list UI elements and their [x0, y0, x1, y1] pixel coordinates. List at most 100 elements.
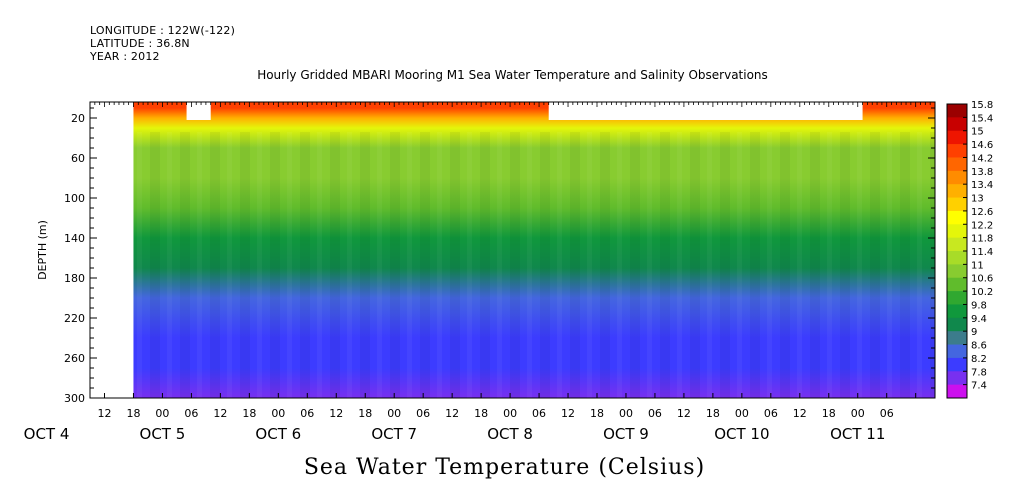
x-hour-label: 00	[271, 407, 285, 420]
x-hour-label: 06	[416, 407, 430, 420]
colorbar: 15.8 15.4 15 14.6 14.2 13.8 13.4 13 12.6 12.2 11.8…	[946, 100, 993, 399]
x-hour-label: 00	[503, 407, 517, 420]
data-gap	[90, 102, 134, 398]
latitude-label: LATITUDE : 36.8N	[90, 37, 190, 50]
x-hour-label: 06	[300, 407, 314, 420]
x-hour-label: 18	[126, 407, 140, 420]
x-hour-label: 18	[474, 407, 488, 420]
x-day-label: OCT 11	[830, 425, 885, 443]
colorbar-tick-label: 9	[971, 327, 977, 338]
x-hour-label: 18	[590, 407, 604, 420]
x-hour-label: 00	[387, 407, 401, 420]
x-hour-label: 00	[619, 407, 633, 420]
x-hour-label: 00	[735, 407, 749, 420]
x-hour-label: 06	[184, 407, 198, 420]
colorbar-tick-label: 7.8	[971, 367, 987, 378]
colorbar-tick-label: 13	[971, 194, 984, 205]
colorbar-swatch	[947, 357, 967, 372]
data-gap	[548, 102, 863, 120]
colorbar-tick-label: 15.4	[971, 113, 993, 124]
colorbar-swatch	[947, 104, 967, 118]
x-hour-label: 12	[793, 407, 807, 420]
chart-title: Hourly Gridded MBARI Mooring M1 Sea Wate…	[257, 68, 768, 82]
data-gap	[186, 102, 211, 120]
y-tick-label: 220	[64, 312, 85, 325]
x-hour-label: 12	[213, 407, 227, 420]
colorbar-tick-label: 14.2	[971, 153, 993, 164]
x-day-label: OCT 4	[24, 425, 70, 443]
x-hour-label: 06	[532, 407, 546, 420]
y-tick-label: 140	[64, 232, 85, 245]
y-tick-label: 260	[64, 352, 85, 365]
colorbar-swatch	[947, 264, 967, 279]
year-label: YEAR : 2012	[90, 50, 160, 63]
colorbar-tick-label: 15.8	[971, 100, 993, 111]
colorbar-tick-label: 14.6	[971, 140, 993, 151]
y-tick-label: 60	[71, 152, 85, 165]
colorbar-tick-label: 7.4	[971, 381, 987, 392]
colorbar-tick-label: 9.8	[971, 300, 987, 311]
colorbar-tick-label: 13.4	[971, 180, 993, 191]
x-hour-label: 12	[329, 407, 343, 420]
colorbar-tick-label: 11	[971, 260, 984, 271]
colorbar-swatch	[947, 277, 967, 292]
x-hour-label: 00	[155, 407, 169, 420]
x-hour-label: 00	[851, 407, 865, 420]
colorbar-tick-label: 15	[971, 127, 984, 138]
y-tick-label: 20	[71, 112, 85, 125]
x-day-label: OCT 6	[255, 425, 301, 443]
colorbar-frame	[946, 103, 968, 399]
colorbar-variable-label: Sea Water Temperature (Celsius)	[303, 455, 706, 480]
x-day-label: OCT 5	[140, 425, 186, 443]
x-day-label: OCT 7	[371, 425, 417, 443]
x-hour-label: 06	[764, 407, 778, 420]
colorbar-swatch	[947, 384, 967, 399]
y-axis: 20 60 100 140 180 220 260 300	[64, 107, 935, 405]
colorbar-swatch	[947, 197, 967, 212]
x-hour-label: 12	[445, 407, 459, 420]
x-hour-label: 18	[242, 407, 256, 420]
x-hour-label: 18	[706, 407, 720, 420]
colorbar-swatch	[947, 157, 967, 172]
colorbar-tick-label: 10.2	[971, 287, 993, 298]
data-gaps	[90, 102, 863, 398]
x-axis: 12 18 00 06 12 18 00 06 12 18 00 06 12 18 00 06 12 18 00 06…	[24, 102, 936, 443]
colorbar-tick-label: 8.6	[971, 341, 987, 352]
x-hour-label: 06	[880, 407, 894, 420]
colorbar-swatch	[947, 317, 967, 332]
colorbar-swatch	[947, 331, 967, 346]
colorbar-swatch	[947, 144, 967, 158]
x-day-label: OCT 8	[487, 425, 533, 443]
y-axis-label: DEPTH (m)	[36, 220, 49, 280]
colorbar-tick-label: 9.4	[971, 314, 987, 325]
colorbar-swatch	[947, 210, 967, 225]
x-hour-label: 06	[648, 407, 662, 420]
colorbar-swatch	[947, 291, 967, 305]
colorbar-tick-label: 12.2	[971, 220, 993, 231]
colorbar-tick-label: 11.8	[971, 234, 993, 245]
colorbar-tick-label: 12.6	[971, 207, 993, 218]
colorbar-swatch	[947, 117, 967, 132]
colorbar-swatch	[947, 130, 967, 145]
colorbar-swatch	[947, 304, 967, 319]
longitude-label: LONGITUDE : 122W(-122)	[90, 24, 236, 37]
colorbar-swatch	[947, 170, 967, 185]
x-hour-label: 12	[677, 407, 691, 420]
plot-frame	[89, 101, 936, 399]
y-tick-label: 180	[64, 272, 85, 285]
y-tick-label: 100	[64, 192, 85, 205]
x-hour-label: 12	[97, 407, 111, 420]
colorbar-swatch	[947, 184, 967, 199]
x-day-label: OCT 10	[714, 425, 769, 443]
colorbar-swatch	[947, 371, 967, 386]
colorbar-swatch	[947, 237, 967, 252]
temperature-streaks	[90, 132, 935, 398]
x-hour-label: 18	[822, 407, 836, 420]
x-day-label: OCT 9	[603, 425, 649, 443]
x-hour-label: 12	[561, 407, 575, 420]
x-hour-label: 18	[358, 407, 372, 420]
colorbar-tick-label: 11.4	[971, 247, 993, 258]
y-tick-label: 300	[64, 392, 85, 405]
colorbar-swatch	[947, 224, 967, 239]
